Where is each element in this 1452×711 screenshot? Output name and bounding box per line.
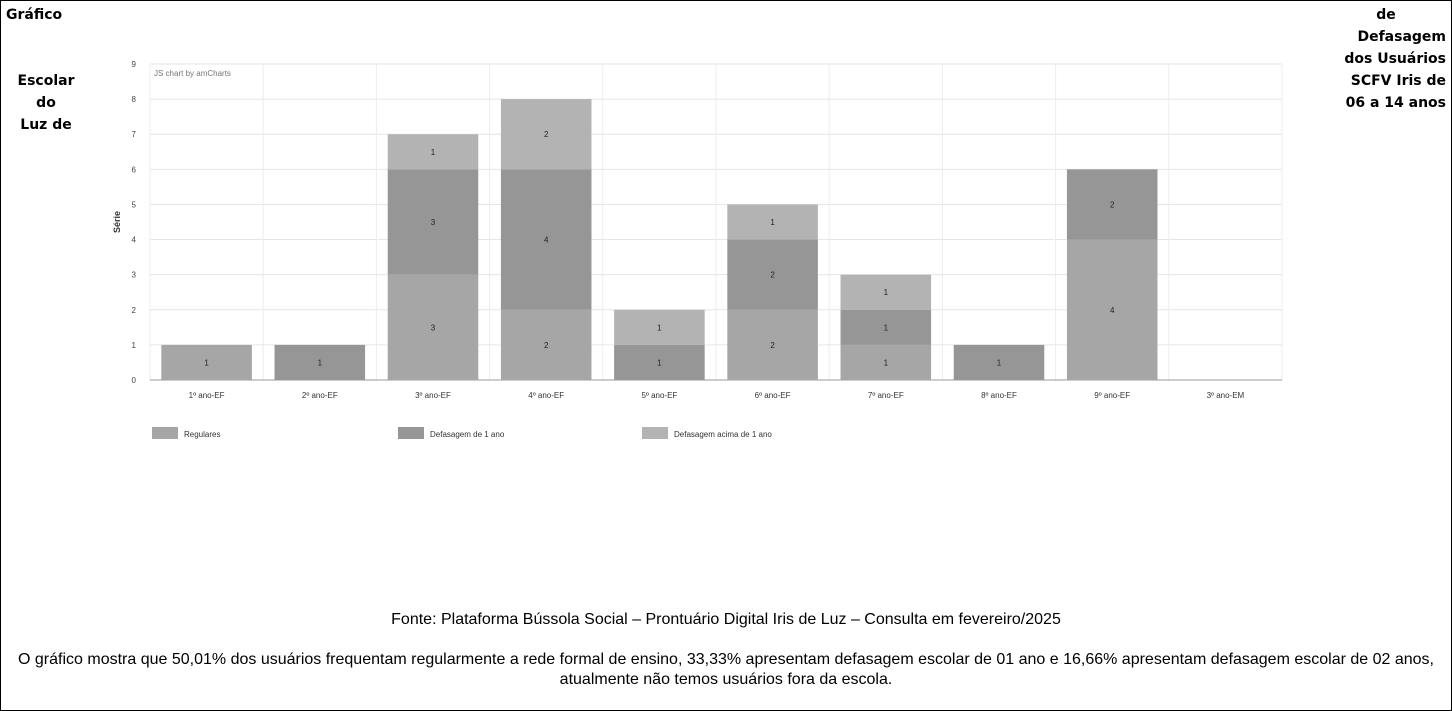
title-left-line-2: Escolar	[17, 73, 75, 89]
title-right-line-3: dos Usuários	[1344, 51, 1446, 67]
title-right-line-4: SCFV Iris de	[1350, 73, 1446, 89]
y-tick-label: 8	[132, 95, 137, 104]
x-tick-label: 4º ano-EF	[528, 391, 564, 400]
x-tick-label: 3º ano-EM	[1207, 391, 1245, 400]
bar-segment	[1066, 169, 1158, 240]
title-left-line-4: Luz de	[20, 117, 72, 133]
title-right-line-1: de	[1376, 7, 1396, 23]
legend-label: Defasagem acima de 1 ano	[674, 430, 772, 439]
data-label: 1	[997, 358, 1002, 367]
x-tick-label: 1º ano-EF	[189, 391, 225, 400]
data-label: 1	[657, 323, 662, 332]
data-label: 1	[884, 288, 889, 297]
x-tick-label: 6º ano-EF	[755, 391, 791, 400]
data-label: 3	[431, 323, 436, 332]
bar-segment	[500, 99, 592, 170]
data-label: 2	[544, 130, 549, 139]
bar-segment	[161, 344, 252, 380]
bar-segment	[500, 169, 592, 310]
source-note: Fonte: Plataforma Bússola Social – Pront…	[391, 611, 1061, 628]
x-tick-label: 9º ano-EF	[1094, 391, 1130, 400]
x-tick-label: 5º ano-EF	[641, 391, 677, 400]
bar-segment	[614, 309, 705, 345]
bar-segment	[727, 239, 818, 310]
y-tick-label: 4	[132, 236, 137, 245]
bar-segment	[387, 169, 479, 275]
y-tick-label: 3	[132, 271, 137, 280]
y-tick-label: 9	[132, 60, 137, 69]
data-label: 1	[770, 218, 775, 227]
data-label: 3	[431, 218, 436, 227]
y-tick-label: 5	[132, 200, 137, 209]
legend-label: Regulares	[184, 430, 220, 439]
bar-segment	[840, 274, 932, 310]
bar-segment	[727, 204, 818, 240]
y-axis-label: Série	[112, 211, 122, 233]
legend-swatch	[152, 427, 178, 439]
x-tick-label: 2º ano-EF	[302, 391, 338, 400]
data-label: 1	[431, 148, 436, 157]
y-tick-label: 2	[132, 306, 137, 315]
data-label: 2	[544, 341, 549, 350]
bar-segment	[500, 309, 592, 380]
legend-label: Defasagem de 1 ano	[430, 430, 505, 439]
bar-segment	[614, 344, 705, 380]
x-tick-label: 3º ano-EF	[415, 391, 451, 400]
x-tick-label: 8º ano-EF	[981, 391, 1017, 400]
bar-segment	[274, 344, 366, 380]
title-left-line-1: Gráfico	[6, 7, 63, 23]
description-text: O gráfico mostra que 50,01% dos usuários…	[18, 651, 1434, 688]
title-right-line-5: 06 a 14 anos	[1345, 95, 1446, 111]
y-tick-label: 0	[132, 376, 137, 385]
y-tick-label: 1	[132, 341, 137, 350]
title-left-line-3: do	[36, 95, 56, 111]
y-tick-label: 6	[132, 165, 137, 174]
chart-credit: JS chart by amCharts	[154, 69, 231, 78]
bar-segment	[840, 309, 932, 345]
bar-segment	[387, 274, 479, 380]
title-right-line-2: Defasagem	[1357, 29, 1446, 45]
data-label: 1	[204, 358, 209, 367]
data-label: 4	[1110, 306, 1115, 315]
stacked-bar-chart: 0 1 2 3 4 5 6 7 8 9 JS chart by amCharts Série 1 1º a…	[112, 60, 1283, 439]
x-tick-label: 7º ano-EF	[868, 391, 904, 400]
bar-segment	[387, 134, 479, 170]
data-label: 2	[770, 271, 775, 280]
bar-segment	[1066, 239, 1158, 380]
data-label: 2	[770, 341, 775, 350]
data-label: 1	[884, 323, 889, 332]
data-label: 2	[1110, 200, 1115, 209]
data-label: 1	[318, 358, 323, 367]
y-tick-label: 7	[132, 130, 137, 139]
bar-segment	[953, 344, 1045, 380]
bar-segment	[840, 344, 932, 380]
data-label: 4	[544, 236, 549, 245]
legend-swatch	[398, 427, 424, 439]
data-label: 1	[657, 358, 662, 367]
bar-segment	[727, 309, 818, 380]
data-label: 1	[884, 358, 889, 367]
title-right: de Defasagem dos Usuários SCFV Iris de 0…	[1326, 4, 1446, 114]
legend-swatch	[642, 427, 668, 439]
title-left: Gráfico Escolar do Luz de	[6, 4, 86, 136]
